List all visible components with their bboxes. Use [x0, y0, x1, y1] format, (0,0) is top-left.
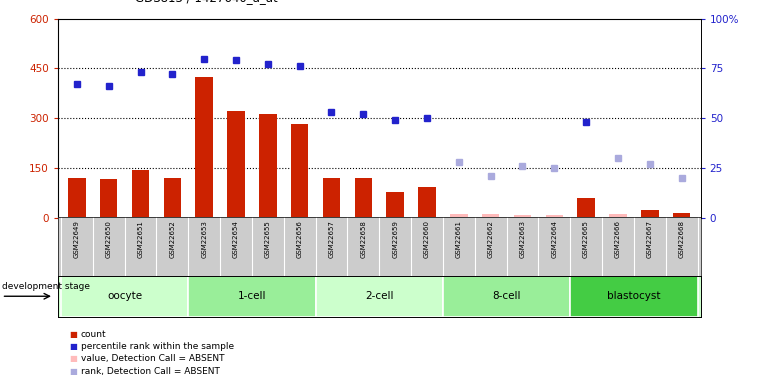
Text: GSM22667: GSM22667 [647, 220, 653, 258]
Bar [61, 276, 188, 317]
Bar [578, 198, 595, 217]
Text: GSM22657: GSM22657 [329, 220, 334, 258]
Bar [673, 213, 691, 217]
Bar [514, 215, 531, 217]
Bar [259, 114, 276, 218]
Text: percentile rank within the sample: percentile rank within the sample [81, 342, 234, 351]
Text: GSM22656: GSM22656 [296, 220, 303, 258]
Text: GSM22649: GSM22649 [74, 220, 80, 258]
Text: count: count [81, 330, 106, 339]
Text: 2-cell: 2-cell [365, 291, 393, 301]
Bar [545, 215, 563, 217]
Text: oocyte: oocyte [107, 291, 142, 301]
Text: GSM22658: GSM22658 [360, 220, 367, 258]
Bar [418, 187, 436, 218]
Bar [227, 111, 245, 218]
Text: rank, Detection Call = ABSENT: rank, Detection Call = ABSENT [81, 367, 219, 375]
Bar [609, 213, 627, 217]
Bar [387, 192, 404, 217]
Text: GSM22650: GSM22650 [105, 220, 112, 258]
Bar [291, 124, 309, 218]
Text: ■: ■ [69, 367, 77, 375]
Text: ■: ■ [69, 330, 77, 339]
Text: GSM22663: GSM22663 [520, 220, 525, 258]
Text: value, Detection Call = ABSENT: value, Detection Call = ABSENT [81, 354, 224, 363]
Bar [482, 213, 500, 217]
Text: development stage: development stage [2, 282, 89, 291]
Text: GSM22659: GSM22659 [392, 220, 398, 258]
Text: GSM22664: GSM22664 [551, 220, 557, 258]
Bar [323, 178, 340, 218]
Text: GSM22655: GSM22655 [265, 220, 271, 258]
Bar [100, 179, 118, 218]
Text: 8-cell: 8-cell [492, 291, 521, 301]
Text: ■: ■ [69, 354, 77, 363]
Text: GSM22654: GSM22654 [233, 220, 239, 258]
Text: GSM22660: GSM22660 [424, 220, 430, 258]
Text: 1-cell: 1-cell [238, 291, 266, 301]
Text: GSM22666: GSM22666 [615, 220, 621, 258]
Text: blastocyst: blastocyst [607, 291, 661, 301]
Text: GSM22665: GSM22665 [583, 220, 589, 258]
Text: ■: ■ [69, 342, 77, 351]
Bar [163, 178, 181, 218]
Bar [443, 276, 571, 317]
Text: GSM22661: GSM22661 [456, 220, 462, 258]
Bar [132, 170, 149, 217]
Text: GSM22652: GSM22652 [169, 220, 176, 258]
Bar [571, 276, 698, 317]
Text: GSM22668: GSM22668 [678, 220, 685, 258]
Bar [450, 213, 467, 217]
Text: GDS813 / 1427640_a_at: GDS813 / 1427640_a_at [135, 0, 277, 4]
Bar [196, 77, 213, 218]
Bar [316, 276, 443, 317]
Text: GSM22653: GSM22653 [201, 220, 207, 258]
Bar [354, 178, 372, 218]
Bar [641, 210, 658, 218]
Text: GSM22651: GSM22651 [138, 220, 143, 258]
Text: GSM22662: GSM22662 [487, 220, 494, 258]
Bar [68, 178, 85, 218]
Bar [188, 276, 316, 317]
